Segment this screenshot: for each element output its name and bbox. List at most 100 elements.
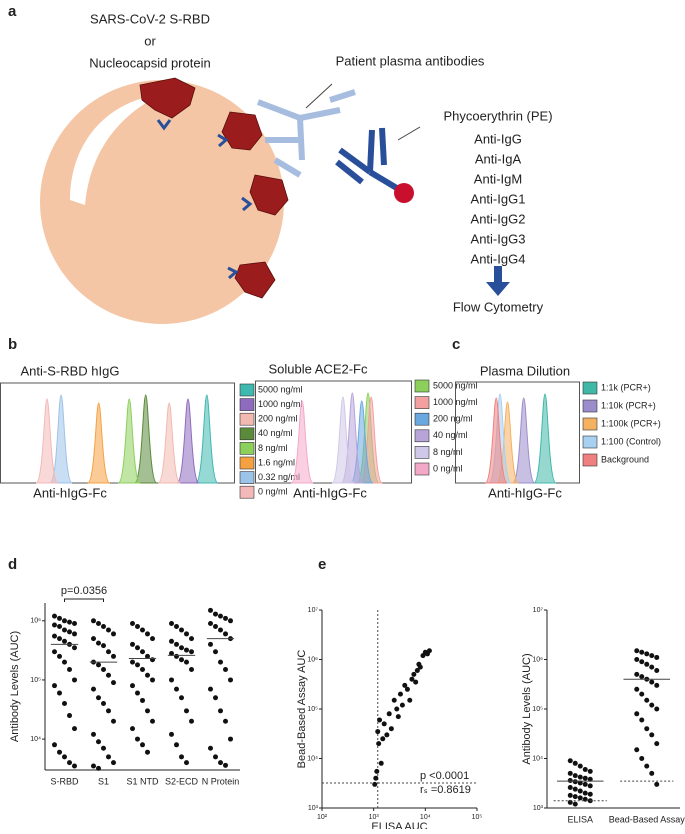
dot — [572, 779, 578, 785]
panel-letter: e — [318, 556, 326, 573]
dot — [184, 708, 189, 714]
dot — [634, 686, 640, 692]
dot — [654, 682, 660, 688]
histogram-peak — [176, 398, 200, 484]
dot — [395, 714, 401, 720]
dot — [72, 621, 77, 627]
antigen-text: SARS-CoV-2 S-RBD — [90, 11, 210, 26]
dot — [140, 649, 145, 655]
dot — [634, 657, 640, 662]
panel-letter: b — [8, 336, 17, 353]
legend-swatch — [582, 435, 598, 449]
dot — [91, 636, 96, 642]
dot — [111, 718, 116, 724]
dot — [388, 726, 394, 732]
dot — [373, 775, 379, 781]
dot — [577, 774, 583, 780]
histogram-peak — [157, 402, 181, 484]
dot — [654, 706, 660, 712]
dot — [140, 627, 145, 633]
dot — [62, 618, 67, 624]
annotation: p=0.0356 — [61, 585, 107, 597]
x-axis-label: ELISA AUC — [371, 821, 427, 829]
x-tick-label: 10⁴ — [420, 814, 431, 821]
dot — [145, 708, 150, 714]
dot — [111, 653, 116, 659]
dot — [649, 702, 655, 708]
dot — [174, 653, 179, 659]
dot — [577, 763, 583, 769]
dot — [101, 700, 106, 706]
dot — [634, 747, 640, 753]
dot — [417, 664, 423, 670]
dot — [57, 690, 62, 696]
legend-swatch — [239, 442, 255, 455]
dot — [377, 717, 383, 723]
dot — [67, 619, 72, 625]
legend-label: 0 ng/ml — [433, 463, 463, 473]
histogram-peak — [290, 400, 314, 484]
dot — [639, 659, 645, 665]
dot — [213, 611, 218, 617]
detection-antibody — [335, 127, 402, 193]
dot — [634, 671, 640, 677]
detection-text: Anti-IgM — [474, 171, 522, 186]
dot — [135, 736, 140, 742]
dot — [228, 618, 233, 624]
dot — [57, 749, 62, 755]
histogram-peak — [331, 396, 355, 484]
histogram-peak — [512, 397, 536, 484]
dot — [179, 695, 184, 701]
dot — [106, 649, 111, 655]
dot — [582, 790, 588, 796]
pointer — [397, 126, 421, 141]
panel-letter: c — [452, 336, 460, 353]
dot — [91, 686, 96, 692]
detection-text: Phycoerythrin (PE) — [443, 108, 552, 123]
dot — [91, 618, 96, 624]
dot — [634, 711, 640, 717]
dot — [649, 653, 655, 659]
dot — [179, 645, 184, 651]
dot — [179, 754, 184, 760]
plasma-antibody — [256, 89, 356, 178]
dot — [218, 659, 223, 665]
dot — [654, 781, 660, 787]
histogram-peak — [484, 397, 508, 484]
dot — [106, 672, 111, 678]
dot — [384, 732, 390, 738]
dot — [189, 636, 194, 642]
dot — [135, 624, 140, 630]
dot — [649, 770, 655, 776]
bead-highlight — [70, 95, 160, 205]
antigen-text: or — [144, 33, 156, 48]
legend-swatch — [414, 429, 430, 443]
dot — [582, 781, 588, 787]
dot — [67, 713, 72, 719]
legend-swatch — [414, 396, 430, 409]
y-tick-label: 10³ — [533, 805, 544, 812]
dot — [223, 718, 228, 724]
dot — [140, 742, 145, 748]
dot — [208, 607, 213, 613]
dot — [67, 629, 72, 635]
significance-bracket — [64, 598, 104, 602]
dot — [145, 631, 150, 637]
dot — [130, 621, 135, 627]
dot — [106, 708, 111, 714]
dot — [228, 677, 233, 683]
dot — [52, 649, 57, 655]
dot — [57, 636, 62, 642]
detection-text: Anti-IgG3 — [471, 231, 526, 246]
readout-text: Flow Cytometry — [453, 299, 544, 314]
dot — [111, 631, 116, 637]
legend-swatch — [239, 398, 255, 411]
dot — [150, 636, 155, 642]
antigen-text: Nucleocapsid protein — [89, 55, 210, 70]
x-tick-label: S2-ECD — [165, 776, 199, 786]
dot — [572, 760, 578, 766]
dot — [57, 653, 62, 659]
dot — [140, 667, 145, 673]
antigens — [139, 77, 289, 299]
